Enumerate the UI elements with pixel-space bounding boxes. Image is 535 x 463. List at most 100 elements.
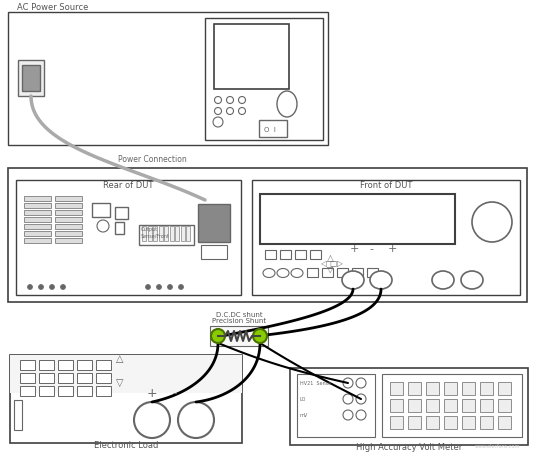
Text: High Accuracy Volt Meter: High Accuracy Volt Meter	[356, 443, 462, 452]
Text: △: △	[116, 354, 124, 364]
Text: -: -	[172, 387, 177, 400]
Bar	[24, 217, 51, 222]
Bar	[367, 268, 378, 277]
Ellipse shape	[432, 271, 454, 289]
Bar	[498, 382, 511, 395]
Circle shape	[178, 402, 214, 438]
Bar	[14, 400, 22, 430]
Circle shape	[472, 202, 512, 242]
Bar	[390, 399, 403, 412]
Bar	[426, 399, 439, 412]
Bar	[24, 231, 51, 236]
Bar	[16, 180, 241, 295]
Bar	[260, 194, 455, 244]
Bar	[408, 399, 421, 412]
Circle shape	[215, 107, 221, 114]
Bar	[153, 226, 157, 241]
Bar	[39, 386, 54, 396]
Bar	[115, 222, 124, 234]
Circle shape	[239, 96, 246, 104]
Text: mV: mV	[300, 413, 308, 418]
Circle shape	[50, 284, 55, 289]
Bar	[96, 360, 111, 370]
Bar	[170, 226, 173, 241]
Circle shape	[179, 284, 184, 289]
Circle shape	[97, 220, 109, 232]
Bar	[175, 226, 179, 241]
Ellipse shape	[370, 271, 392, 289]
Bar	[498, 399, 511, 412]
Bar	[210, 326, 268, 346]
Text: LO: LO	[300, 397, 307, 402]
Text: ▽: ▽	[116, 378, 124, 388]
Bar	[115, 207, 128, 219]
Bar	[39, 360, 54, 370]
Bar	[58, 373, 73, 383]
Circle shape	[60, 284, 65, 289]
Bar	[480, 399, 493, 412]
Bar	[180, 226, 185, 241]
Bar	[480, 382, 493, 395]
Bar	[158, 226, 163, 241]
Text: +: +	[350, 244, 360, 254]
Bar	[10, 355, 242, 443]
Bar	[444, 416, 457, 429]
Circle shape	[134, 402, 170, 438]
Bar	[24, 238, 51, 243]
Bar	[8, 12, 328, 145]
Bar	[390, 382, 403, 395]
Bar	[142, 226, 146, 241]
Bar	[58, 360, 73, 370]
Ellipse shape	[277, 91, 297, 117]
Bar	[322, 268, 333, 277]
Bar	[24, 203, 51, 208]
Bar	[462, 416, 475, 429]
Bar	[55, 203, 82, 208]
Bar	[77, 373, 92, 383]
Bar	[55, 224, 82, 229]
Bar	[77, 360, 92, 370]
Bar	[148, 226, 151, 241]
Bar	[8, 168, 527, 302]
Bar	[390, 416, 403, 429]
Ellipse shape	[291, 269, 303, 277]
Bar	[55, 238, 82, 243]
Text: Sense/Front: Sense/Front	[141, 233, 170, 238]
Bar	[58, 386, 73, 396]
Circle shape	[157, 284, 162, 289]
Bar	[259, 120, 287, 137]
Bar	[290, 368, 528, 445]
Circle shape	[146, 284, 150, 289]
Text: Electronic Load: Electronic Load	[94, 441, 158, 450]
Circle shape	[253, 329, 267, 343]
Bar	[444, 382, 457, 395]
Bar	[462, 399, 475, 412]
Text: D.C.DC shunt: D.C.DC shunt	[216, 312, 262, 318]
Bar	[10, 355, 242, 393]
Bar	[426, 382, 439, 395]
Bar	[20, 360, 35, 370]
Ellipse shape	[277, 269, 289, 277]
Bar	[252, 180, 520, 295]
Text: www.elecfans.com: www.elecfans.com	[475, 444, 520, 449]
Circle shape	[215, 96, 221, 104]
Bar	[24, 224, 51, 229]
Text: HV21  Sense: HV21 Sense	[300, 381, 331, 386]
Circle shape	[356, 378, 366, 388]
Bar	[280, 250, 291, 259]
Text: +: +	[147, 387, 158, 400]
Text: △: △	[326, 254, 333, 263]
Circle shape	[239, 107, 246, 114]
Bar	[20, 373, 35, 383]
Bar	[96, 373, 111, 383]
Bar	[307, 268, 318, 277]
Circle shape	[343, 410, 353, 420]
Bar	[77, 386, 92, 396]
Circle shape	[167, 284, 172, 289]
Bar	[55, 217, 82, 222]
Circle shape	[213, 117, 223, 127]
Bar	[408, 382, 421, 395]
Circle shape	[343, 378, 353, 388]
Text: ▷: ▷	[337, 259, 343, 268]
Bar	[55, 196, 82, 201]
